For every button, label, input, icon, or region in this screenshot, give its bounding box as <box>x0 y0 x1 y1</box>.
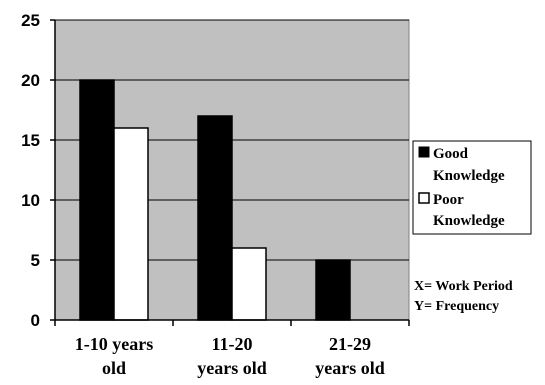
legend-label-poor-line2: Knowledge <box>433 213 505 229</box>
bar-good-1 <box>197 115 233 321</box>
annotation-y-meaning: Y= Frequency <box>414 299 499 314</box>
x-axis-ticks <box>54 320 410 326</box>
legend-label-poor-line1: Poor <box>433 192 464 208</box>
y-tick-label-0: 0 <box>31 311 40 330</box>
legend-swatch-good <box>418 146 430 158</box>
y-tick-label-25: 25 <box>21 11 40 30</box>
x-axis-labels: 1-10 years old 11-20 years old 21-29 years ol… <box>75 334 385 378</box>
bar-poor-1 <box>231 247 267 321</box>
y-tick-label-20: 20 <box>21 71 40 90</box>
x-category-label-2-line2: years old <box>315 358 385 378</box>
x-category-label-1-line2: years old <box>197 358 267 378</box>
y-tick-label-15: 15 <box>21 131 40 150</box>
x-category-label-1-line1: 11-20 <box>211 334 252 354</box>
legend-swatch-poor <box>418 192 430 204</box>
legend-box <box>412 140 532 235</box>
bar-poor-0 <box>113 127 149 321</box>
legend-label-good-line2: Knowledge <box>433 168 505 184</box>
y-axis-ticks: 0 5 10 15 20 25 <box>21 11 55 330</box>
bars <box>79 79 351 321</box>
x-category-label-2-line1: 21-29 <box>329 334 371 354</box>
annotation-x-meaning: X= Work Period <box>414 279 513 294</box>
bar-good-0 <box>79 79 115 321</box>
legend: Good Knowledge Poor Knowledge <box>412 140 532 235</box>
y-tick-label-10: 10 <box>21 191 40 210</box>
x-category-label-0-line1: 1-10 years <box>75 334 153 354</box>
legend-label-good-line1: Good <box>433 146 469 162</box>
y-tick-label-5: 5 <box>31 251 40 270</box>
x-category-label-0-line2: old <box>102 358 126 378</box>
bar-good-2 <box>315 259 351 321</box>
